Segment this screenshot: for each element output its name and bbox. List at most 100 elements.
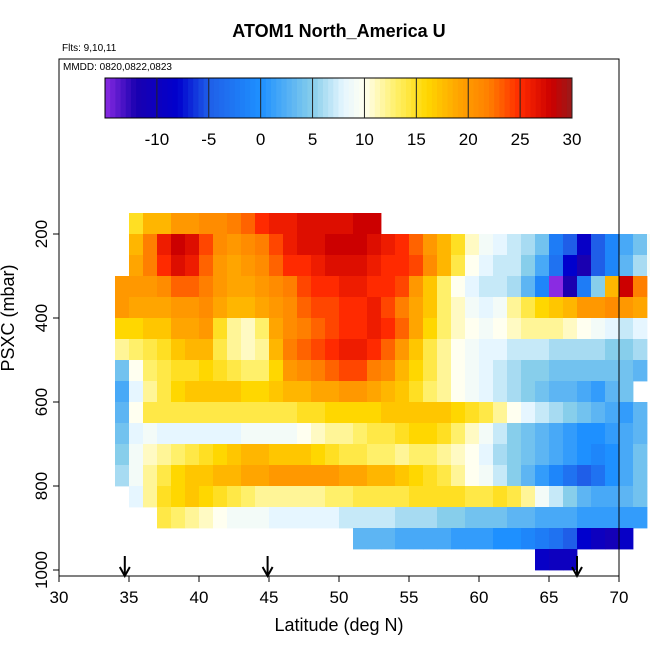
colorbar-tick-label: 15	[407, 130, 426, 149]
colorbar-segment	[136, 78, 142, 118]
heat-cell	[633, 423, 648, 445]
y-tick-label: 1000	[32, 551, 51, 589]
heat-cell	[563, 339, 578, 361]
heat-cell	[311, 339, 326, 361]
heat-cell	[339, 444, 354, 466]
heat-cell	[283, 381, 298, 403]
colorbar-segment	[276, 78, 282, 118]
heat-cell	[409, 360, 424, 382]
heat-cell	[479, 381, 494, 403]
heat-cell	[493, 297, 508, 319]
colorbar-segment	[115, 78, 122, 118]
heat-cell	[157, 276, 172, 298]
heat-cell	[311, 444, 326, 466]
colorbar-tick-label: 5	[308, 130, 317, 149]
colorbar-tick-label: 30	[563, 130, 582, 149]
heat-cell	[465, 528, 480, 550]
heat-cell	[409, 234, 424, 256]
heat-cell	[535, 381, 550, 403]
heat-cell	[213, 339, 228, 361]
heat-cell	[381, 339, 396, 361]
heat-cell	[521, 255, 536, 277]
heat-cell	[171, 423, 186, 445]
heat-cell	[381, 381, 396, 403]
heat-cell	[157, 486, 172, 508]
colorbar-segment	[561, 78, 568, 118]
heat-cell	[143, 276, 158, 298]
heat-cell	[311, 213, 326, 235]
heat-cell	[255, 423, 270, 445]
colorbar-segment	[110, 78, 116, 118]
heat-cell	[479, 444, 494, 466]
heat-cell	[199, 234, 214, 256]
colorbar-tick-label: -10	[145, 130, 170, 149]
heat-cell	[535, 549, 550, 571]
heat-cell	[437, 465, 452, 487]
heat-cell	[493, 339, 508, 361]
heat-cell	[213, 276, 228, 298]
heat-cell	[605, 318, 620, 340]
heat-cell	[213, 507, 228, 529]
heat-cell	[479, 276, 494, 298]
heat-cell	[157, 381, 172, 403]
heat-cell	[395, 444, 410, 466]
colorbar-segment	[265, 78, 272, 118]
heat-cell	[297, 213, 312, 235]
heat-cell	[577, 276, 592, 298]
heat-cell	[227, 297, 242, 319]
heat-cell	[115, 297, 130, 319]
heat-cell	[521, 528, 536, 550]
heat-cell	[269, 507, 284, 529]
heat-cell	[549, 360, 564, 382]
heat-cell	[241, 255, 256, 277]
heat-cell	[549, 507, 564, 529]
heat-cell	[339, 318, 354, 340]
heat-cell	[521, 234, 536, 256]
colorbar-segment	[390, 78, 397, 118]
heat-cell	[353, 339, 368, 361]
heat-cell	[199, 255, 214, 277]
heat-cell	[605, 486, 620, 508]
colorbar-segment	[213, 78, 220, 118]
heat-cell	[241, 381, 256, 403]
colorbar-segment	[525, 78, 531, 118]
heat-cell	[213, 297, 228, 319]
heat-cell	[241, 423, 256, 445]
colorbar-segment	[193, 78, 199, 118]
heat-cell	[213, 213, 228, 235]
x-tick-label: 30	[50, 588, 69, 607]
heat-cell	[493, 360, 508, 382]
heat-cell	[213, 255, 228, 277]
heat-cell	[395, 234, 410, 256]
colorbar-segment	[224, 78, 231, 118]
heat-cell	[283, 297, 298, 319]
colorbar-segment	[260, 78, 267, 118]
heat-cell	[339, 381, 354, 403]
heat-cell	[325, 507, 340, 529]
heat-cell	[115, 444, 130, 466]
colorbar-segment	[385, 78, 391, 118]
heat-cell	[633, 465, 648, 487]
heat-cell	[115, 423, 130, 445]
x-tick-label: 70	[610, 588, 629, 607]
heat-cell	[549, 549, 564, 571]
colorbar-tick-label: 20	[459, 130, 478, 149]
heat-cell	[451, 465, 466, 487]
heat-cell	[605, 297, 620, 319]
heat-cell	[409, 297, 424, 319]
heat-cell	[213, 423, 228, 445]
heat-cell	[465, 381, 480, 403]
y-tick-label: 400	[32, 304, 51, 332]
x-axis: 30 35 40 45 50 55 60 65 70	[50, 576, 629, 607]
y-tick-label: 600	[32, 388, 51, 416]
colorbar-segment	[177, 78, 184, 118]
colorbar-segment	[105, 78, 111, 118]
heat-cell	[367, 444, 382, 466]
heat-cell	[143, 339, 158, 361]
colorbar-segment	[380, 78, 386, 118]
heat-cell	[339, 339, 354, 361]
heat-cell	[381, 234, 396, 256]
heat-cell	[367, 423, 382, 445]
x-tick-label: 60	[470, 588, 489, 607]
